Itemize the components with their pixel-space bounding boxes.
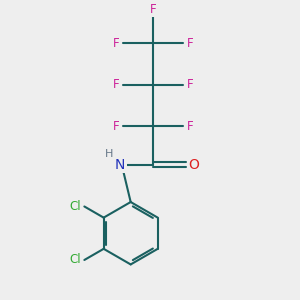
Text: F: F <box>112 78 119 91</box>
Text: F: F <box>187 120 194 133</box>
Text: F: F <box>150 3 156 16</box>
Text: O: O <box>188 158 200 172</box>
Text: H: H <box>105 148 113 159</box>
Text: F: F <box>112 37 119 50</box>
Text: F: F <box>187 37 194 50</box>
Text: F: F <box>187 78 194 91</box>
Text: Cl: Cl <box>69 200 81 213</box>
Text: Cl: Cl <box>69 254 81 266</box>
Text: F: F <box>112 120 119 133</box>
Text: N: N <box>115 158 125 172</box>
